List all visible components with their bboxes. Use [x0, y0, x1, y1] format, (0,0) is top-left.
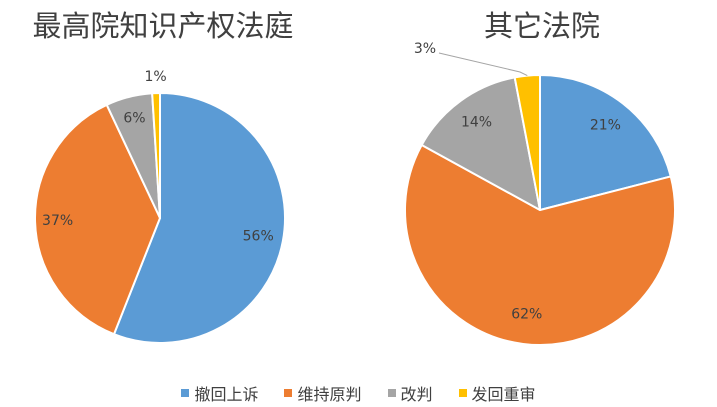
- legend: 撤回上诉 维持原判 改判 发回重审: [0, 381, 717, 405]
- legend-swatch-uphold: [284, 389, 293, 397]
- pie-slice-uphold: [404, 143, 676, 346]
- legend-item-uphold: 维持原判: [284, 381, 362, 405]
- legend-swatch-amend: [387, 389, 396, 397]
- pie-slice-withdraw-appeal: [112, 92, 286, 344]
- legend-item-remand: 发回重审: [458, 381, 536, 405]
- data-label-uphold: 62%: [511, 307, 542, 323]
- data-label-remand: 3%: [414, 41, 436, 57]
- chart-title-other-courts: 其它法院: [484, 9, 600, 43]
- legend-item-withdraw-appeal: 撤回上诉: [181, 381, 258, 405]
- legend-item-amend: 改判: [387, 381, 433, 405]
- legend-swatch-withdraw-appeal: [181, 389, 190, 397]
- pie-slice-uphold: [34, 103, 161, 336]
- leader-line-remand: [438, 52, 528, 77]
- pie-slice-amend: [420, 76, 541, 211]
- pie-chart-supreme-ip-court: 56% 37% 6% 1%: [34, 69, 286, 344]
- data-label-amend: 6%: [123, 111, 145, 127]
- data-label-uphold: 37%: [42, 213, 73, 229]
- pie-slice-remand: [151, 92, 161, 219]
- data-label-withdraw-appeal: 21%: [590, 118, 621, 134]
- legend-label-remand: 发回重审: [471, 385, 536, 404]
- legend-swatch-remand: [458, 389, 467, 397]
- data-label-amend: 14%: [461, 115, 492, 131]
- pie-chart-other-courts: 21% 62% 14% 3%: [404, 41, 676, 346]
- legend-label-amend: 改判: [400, 385, 433, 404]
- chart-title-supreme-ip-court: 最高院知识产权法庭: [32, 9, 293, 43]
- pie-slice-withdraw-appeal: [539, 74, 672, 211]
- data-label-remand: 1%: [144, 69, 166, 85]
- data-label-withdraw-appeal: 56%: [243, 229, 274, 245]
- legend-label-uphold: 维持原判: [297, 385, 362, 404]
- legend-label-withdraw-appeal: 撤回上诉: [194, 385, 259, 404]
